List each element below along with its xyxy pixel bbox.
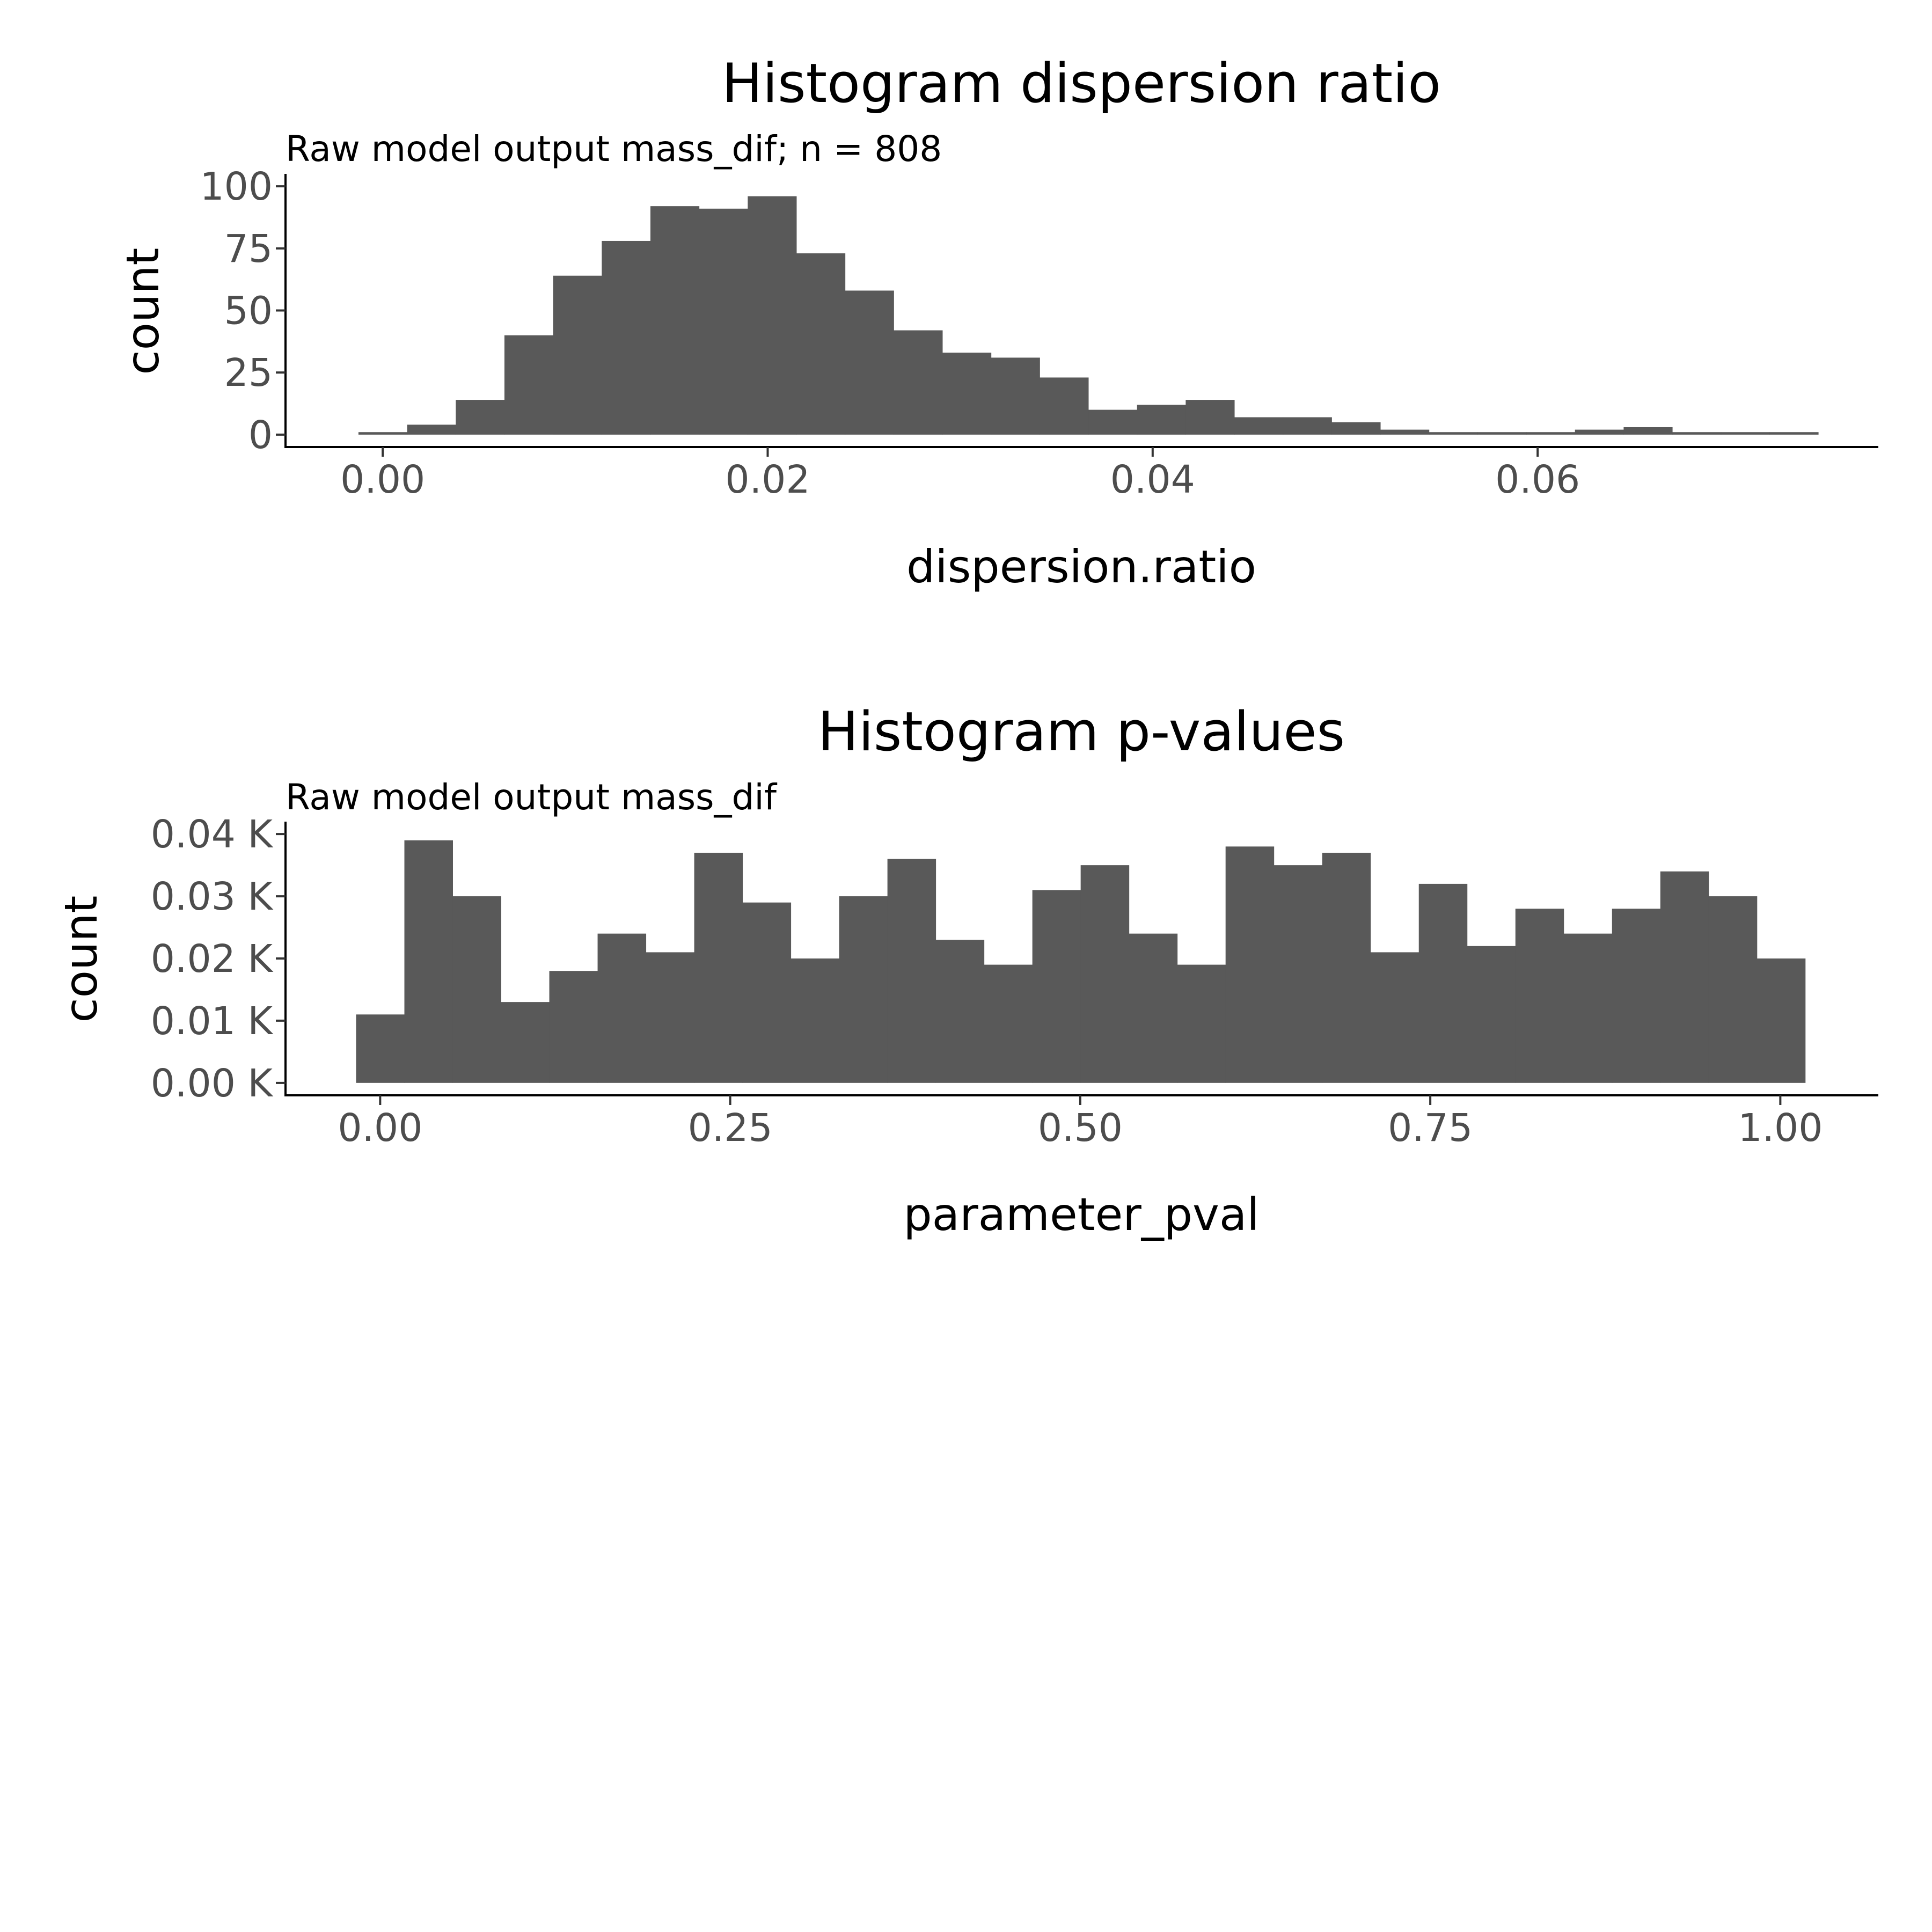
x-tick-label: 0.04	[1110, 457, 1195, 502]
histogram-dispersion-ratio-panel: Histogram dispersion ratio Raw model out…	[116, 52, 1878, 593]
histogram-bar	[1660, 871, 1709, 1083]
histogram-bar	[358, 432, 408, 435]
histogram-p-values-panel: Histogram p-values Raw model output mass…	[55, 700, 1878, 1241]
histogram-bar	[1088, 409, 1138, 435]
histogram-bar	[1283, 417, 1332, 435]
histogram-bar	[1185, 400, 1235, 435]
y-tick-label: 0.04 K	[151, 812, 274, 857]
x-tick-label: 1.00	[1738, 1106, 1823, 1150]
y-tick-label: 50	[224, 289, 273, 333]
x-tick-label: 0.25	[688, 1106, 773, 1150]
y-tick-label: 0.00 K	[151, 1061, 274, 1106]
x-tick-label: 0.00	[340, 457, 425, 502]
histogram-bar	[1129, 933, 1178, 1083]
histogram-bar	[1331, 422, 1381, 435]
histogram-bar	[1225, 846, 1275, 1083]
histogram-bar	[991, 357, 1040, 435]
histogram-bar	[1623, 427, 1673, 435]
axis-ticks: 0.00 0.25 0.50 0.75 1.00 0.00 K 0.01 K 0.02 K 0.…	[151, 812, 1823, 1150]
histogram-bar	[748, 196, 797, 435]
histogram-bar	[694, 852, 743, 1083]
histogram-bar	[602, 240, 651, 435]
y-tick-label: 0.01 K	[151, 999, 274, 1043]
y-tick-label: 0.02 K	[151, 936, 274, 981]
histogram-bar	[1575, 429, 1624, 435]
histogram-bar	[1370, 952, 1419, 1083]
histogram-bar	[1769, 432, 1819, 435]
chart-title: Histogram p-values	[818, 700, 1345, 763]
histogram-bar	[1515, 909, 1564, 1083]
y-tick-label: 0	[248, 413, 273, 457]
chart-subtitle: Raw model output mass_dif; n = 808	[286, 128, 942, 170]
histogram-bar	[1274, 865, 1323, 1083]
y-axis-title: count	[116, 248, 169, 375]
histogram-bar	[1672, 432, 1722, 435]
histogram-bar	[549, 971, 598, 1083]
histogram-bar	[646, 952, 695, 1083]
histogram-bar	[1467, 946, 1516, 1083]
histogram-bar	[894, 330, 943, 435]
histogram-bar	[404, 840, 453, 1083]
histogram-bar	[796, 253, 846, 435]
histogram-bar	[504, 335, 554, 435]
histogram-bars	[356, 840, 1806, 1083]
histogram-bar	[1234, 417, 1284, 435]
histogram-bar	[1080, 865, 1130, 1083]
histogram-bar	[650, 206, 700, 435]
x-axis-title: dispersion.ratio	[906, 540, 1256, 593]
histogram-bar	[452, 896, 502, 1083]
histogram-bar	[1477, 432, 1527, 435]
histogram-bar	[553, 275, 602, 435]
histogram-bar	[1177, 964, 1226, 1083]
histogram-bars	[358, 196, 1819, 435]
histogram-bar	[1322, 852, 1371, 1083]
x-tick-label: 0.50	[1038, 1106, 1123, 1150]
histogram-bar	[1137, 405, 1186, 435]
histogram-bar	[1526, 432, 1576, 435]
histogram-bar	[1721, 432, 1770, 435]
histogram-bar	[1429, 432, 1478, 435]
histogram-bar	[935, 940, 985, 1083]
histogram-bar	[887, 859, 936, 1083]
y-tick-label: 0.03 K	[151, 874, 274, 919]
x-tick-label: 0.75	[1388, 1106, 1473, 1150]
histogram-bar	[356, 1014, 405, 1083]
histogram-bar	[407, 425, 456, 435]
histogram-bar	[942, 353, 992, 435]
y-tick-label: 25	[224, 350, 273, 395]
histogram-bar	[845, 290, 894, 435]
x-axis-title: parameter_pval	[903, 1188, 1259, 1241]
histogram-bar	[839, 896, 888, 1083]
histogram-bar	[984, 964, 1033, 1083]
y-tick-label: 100	[200, 164, 273, 209]
histogram-bar	[456, 400, 505, 435]
histogram-bar	[699, 208, 748, 435]
histogram-bar	[742, 902, 792, 1083]
chart-subtitle: Raw model output mass_dif	[286, 777, 778, 818]
histogram-bar	[791, 958, 840, 1083]
histogram-bar	[1032, 890, 1081, 1083]
histogram-bar	[597, 933, 647, 1083]
histogram-bar	[1380, 429, 1430, 435]
histogram-bar	[1418, 883, 1468, 1083]
y-axis-title: count	[55, 896, 107, 1023]
chart-title: Histogram dispersion ratio	[722, 52, 1441, 115]
x-tick-label: 0.00	[338, 1106, 422, 1150]
y-tick-label: 75	[224, 226, 273, 271]
histogram-bar	[1040, 377, 1089, 435]
histogram-bar	[1757, 958, 1806, 1083]
x-tick-label: 0.02	[725, 457, 810, 502]
axis-ticks: 0.00 0.02 0.04 0.06 0 25 50 75 100	[200, 164, 1580, 502]
x-tick-label: 0.06	[1495, 457, 1580, 502]
histogram-bar	[1612, 909, 1661, 1083]
histogram-bar	[1708, 896, 1758, 1083]
histogram-bar	[1563, 933, 1613, 1083]
histogram-bar	[501, 1002, 550, 1083]
